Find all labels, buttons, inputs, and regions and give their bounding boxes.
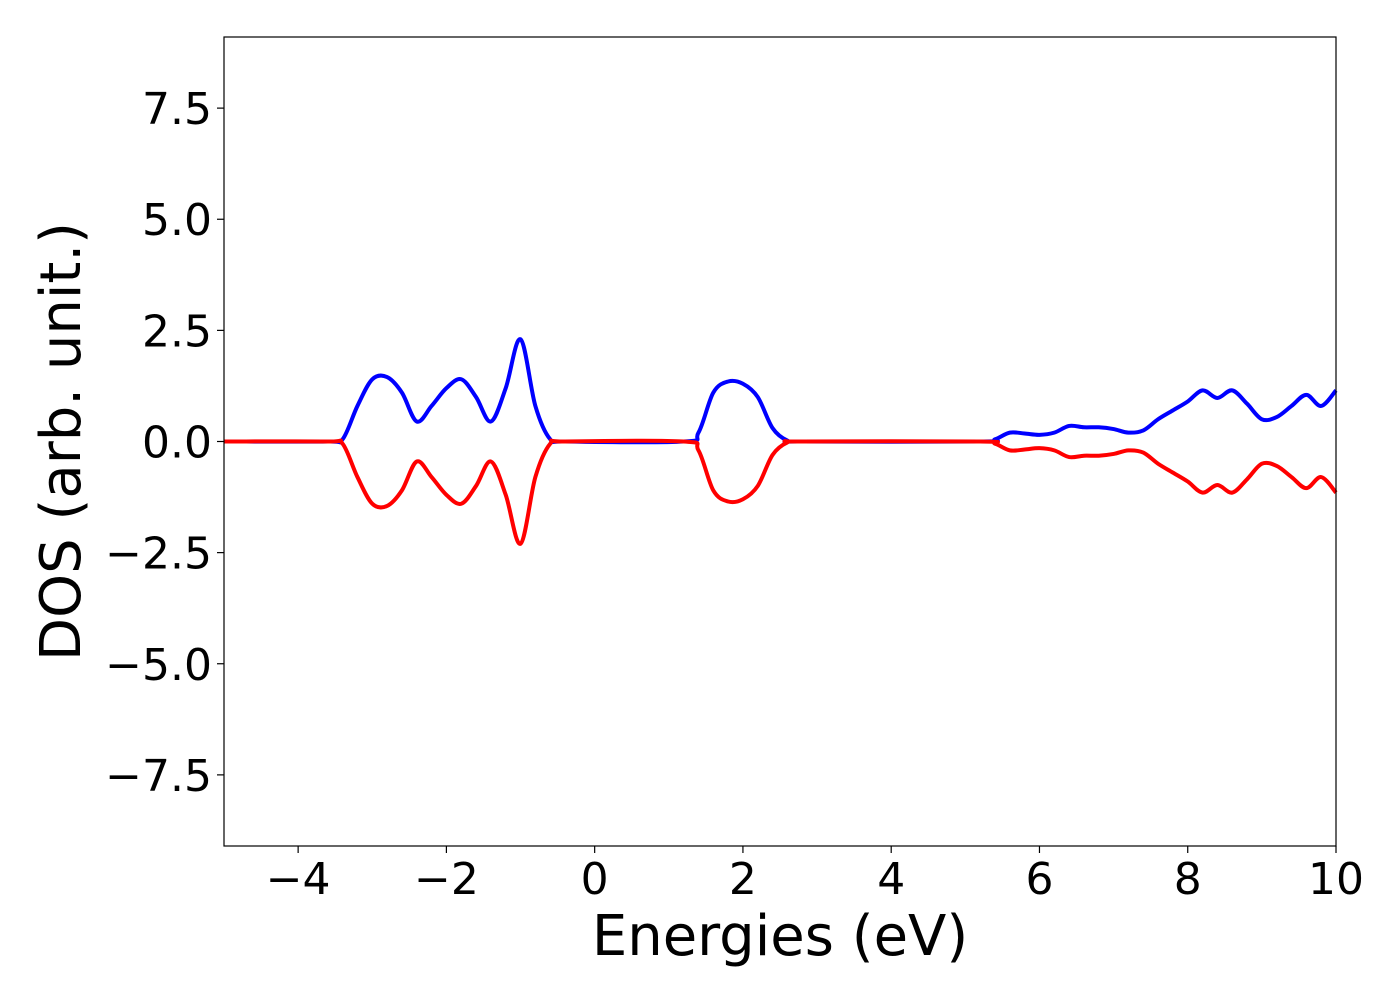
y-axis-ticks: 7.5 5.0 2.5 0.0 −2.5 −5.0 −7.5 xyxy=(105,84,224,802)
x-axis-ticks: −4 −2 0 2 4 6 8 10 xyxy=(266,846,1364,905)
y-tick-label: 7.5 xyxy=(142,84,212,135)
x-tick-label: 2 xyxy=(729,854,757,905)
plot-frame xyxy=(223,36,1337,847)
y-axis-label: DOS (arb. unit.) xyxy=(29,222,94,661)
x-tick-label: 8 xyxy=(1174,854,1202,905)
y-tick-label: 2.5 xyxy=(142,306,212,357)
x-tick-label: −2 xyxy=(414,854,479,905)
y-tick-label: 0.0 xyxy=(142,418,212,469)
y-tick-label: −5.0 xyxy=(105,640,212,691)
y-tick-label: −7.5 xyxy=(105,751,212,802)
y-tick-label: −2.5 xyxy=(105,529,212,580)
x-tick-label: −4 xyxy=(266,854,331,905)
x-tick-label: 4 xyxy=(877,854,905,905)
x-axis-label: Energies (eV) xyxy=(592,904,968,969)
y-tick-label: 5.0 xyxy=(142,195,212,246)
series-layer xyxy=(223,337,1338,546)
series-line-down xyxy=(223,438,1338,546)
x-tick-label: 0 xyxy=(581,854,609,905)
series-line-up xyxy=(223,337,1338,445)
x-tick-label: 10 xyxy=(1308,854,1364,905)
x-tick-label: 6 xyxy=(1025,854,1053,905)
